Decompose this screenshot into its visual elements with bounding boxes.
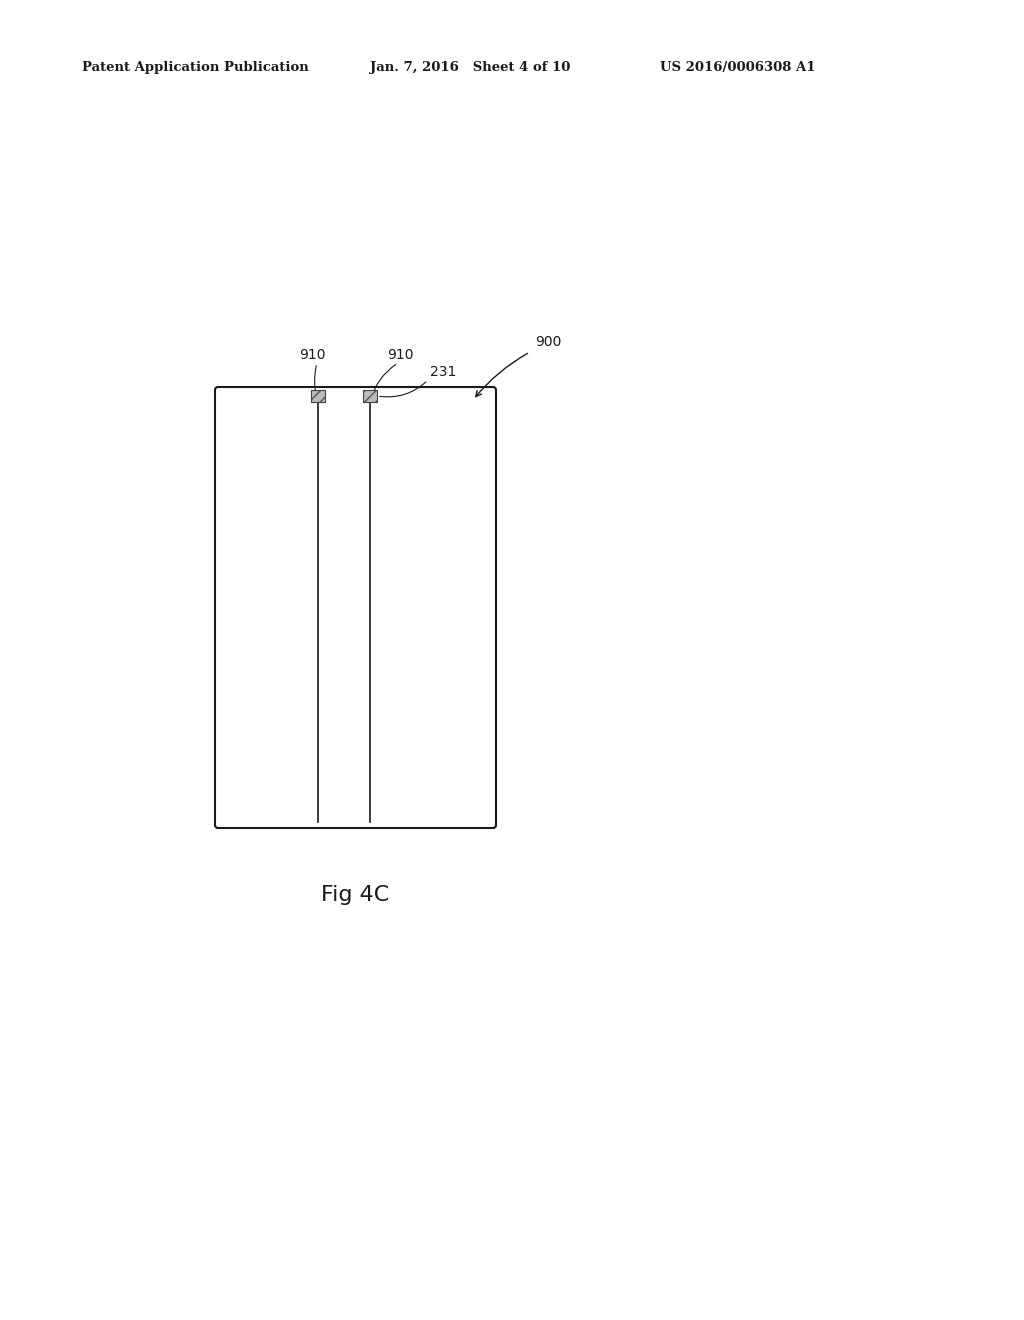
Bar	[311, 389, 325, 403]
Text: Patent Application Publication: Patent Application Publication	[82, 62, 309, 74]
Text: Jan. 7, 2016   Sheet 4 of 10: Jan. 7, 2016 Sheet 4 of 10	[370, 62, 570, 74]
Bar	[362, 389, 377, 403]
Text: Fig 4C: Fig 4C	[322, 884, 389, 906]
Text: 231: 231	[430, 366, 457, 379]
Text: 910: 910	[387, 348, 414, 362]
Text: 900: 900	[535, 335, 561, 348]
FancyBboxPatch shape	[215, 387, 496, 828]
Text: 910: 910	[299, 348, 326, 362]
Text: US 2016/0006308 A1: US 2016/0006308 A1	[660, 62, 815, 74]
Bar	[362, 389, 377, 403]
Bar	[311, 389, 325, 403]
